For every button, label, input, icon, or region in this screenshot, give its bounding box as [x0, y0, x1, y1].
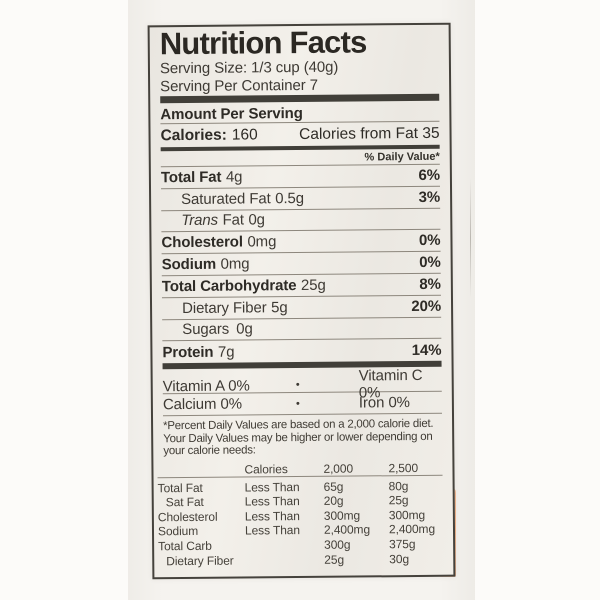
calories-number: 160 [231, 125, 258, 144]
nutrient-name-italic: Trans [181, 212, 219, 230]
nutrient-name: Fat [222, 211, 244, 230]
nutrient-name-group: Protein 7g [162, 343, 234, 361]
daily-value-footnote: *Percent Daily Values are based on a 2,0… [163, 418, 442, 458]
micronutrient-row-minerals: Calcium 0% • Iron 0% [162, 391, 442, 417]
nutrient-daily-value: 8% [419, 275, 441, 293]
reference-qualifier [245, 545, 324, 546]
iron-value: Iron 0% [358, 394, 410, 412]
nutrient-amount: 25g [300, 276, 326, 294]
nutrient-name: Sugars [182, 321, 230, 339]
empty-cell [157, 470, 244, 471]
reference-qualifier: Less Than [244, 508, 300, 524]
nutrient-amount: 0g [248, 211, 265, 229]
nutrient-name: Sodium [161, 255, 217, 274]
nutrient-name: Total Fat [160, 168, 222, 187]
nutrient-amount: 7g [217, 343, 235, 361]
reference-2500-value: 375g [389, 537, 416, 552]
reference-qualifier [245, 559, 324, 560]
nutrient-name-group: Sugars 0g [182, 321, 253, 339]
reference-name: Cholesterol [157, 509, 218, 525]
reference-qualifier: Less Than [244, 494, 300, 509]
nutrient-name-group: Total Carbohydrate 25g [162, 277, 326, 295]
footnote-line: Your Daily Values may be higher or lower… [163, 430, 433, 445]
reference-qualifier: Less Than [244, 479, 300, 495]
nutrient-name-group: Saturated Fat 0.5g [181, 190, 304, 208]
nutrient-amount: 0g [236, 320, 253, 339]
nutrient-row-saturated-fat: Saturated Fat 0.5g 3% [161, 186, 441, 211]
reference-2500-value: 80g [388, 478, 409, 493]
daily-value-header: % Daily Value* [364, 150, 440, 164]
footnote-line: your calorie needs: [163, 444, 256, 458]
calories-label: Calories: [160, 126, 227, 144]
package-crease [470, 178, 471, 298]
nutrient-amount: 0mg [220, 255, 250, 273]
micronutrient-row-vitamins: Vitamin A 0% • Vitamin C 0% [162, 366, 442, 402]
nutrient-row-total-fat: Total Fat 4g 6% [160, 164, 441, 190]
nutrient-daily-value: 6% [418, 166, 440, 184]
vitamin-a-value: Vitamin A 0% [162, 377, 250, 395]
nutrient-name: Saturated Fat [181, 189, 271, 208]
reference-2500-value: 30g [389, 551, 410, 566]
nutrient-name-group: Sodium 0mg [162, 256, 250, 274]
nutrient-amount: 0mg [247, 233, 277, 251]
column-header-2000: 2,000 [323, 461, 354, 477]
nutrient-amount: 5g [271, 298, 288, 316]
reference-qualifier: Less Than [244, 523, 300, 538]
calories-value: Calories: 160 [160, 126, 257, 145]
reference-2000-value: 300g [324, 537, 351, 552]
nutrient-daily-value: 20% [411, 297, 442, 315]
calcium-value: Calcium 0% [162, 395, 243, 414]
nutrient-name-group: Cholesterol 0mg [161, 233, 276, 251]
nutrient-daily-value: 14% [411, 341, 442, 359]
nutrient-name: Dietary Fiber [181, 298, 267, 317]
column-header-calories: Calories [244, 462, 288, 477]
reference-name: Total Fat [157, 480, 203, 495]
nutrient-daily-value: 0% [419, 253, 441, 272]
column-header-2500: 2,500 [388, 461, 419, 476]
nutrient-name: Protein [162, 343, 214, 361]
bullet-separator: • [295, 379, 300, 392]
nutrient-row-sugars: Sugars 0g [162, 317, 442, 342]
reference-name: Dietary Fiber [166, 553, 234, 568]
reference-values-table: Calories 2,000 2,500 Total Fat Less Than… [157, 461, 443, 568]
nutrient-name-group: Dietary Fiber 5g [182, 299, 288, 317]
nutrient-daily-value: 0% [418, 232, 441, 250]
nutrient-name-group: Total Fat 4g [161, 168, 243, 186]
nutrient-name-group: Trans Fat 0g [181, 212, 265, 230]
reference-name: Sodium [157, 524, 199, 539]
nutrient-daily-value: 3% [418, 188, 441, 206]
reference-2000-value: 20g [323, 493, 344, 509]
reference-2000-value: 2,400mg [323, 522, 371, 538]
nutrient-name: Cholesterol [161, 233, 243, 252]
nutrient-row-sodium: Sodium 0mg 0% [161, 251, 441, 277]
nutrient-row-trans-fat: Trans Fat 0g [161, 208, 441, 233]
reference-row-dietary-fiber: Dietary Fiber 25g 30g [158, 551, 443, 568]
nutrient-row-total-carbohydrate: Total Carbohydrate 25g 8% [161, 273, 441, 298]
reference-name: Sat Fat [165, 495, 204, 510]
nutrient-name: Total Carbohydrate [161, 276, 297, 296]
reference-2000-value: 300mg [323, 508, 361, 523]
reference-2500-value: 300mg [388, 507, 426, 523]
nutrient-row-cholesterol: Cholesterol 0mg 0% [161, 230, 441, 255]
reference-2000-value: 25g [324, 552, 345, 567]
reference-name: Total Carb [158, 538, 212, 554]
bullet-separator: • [295, 397, 300, 410]
nutrient-row-protein: Protein 7g 14% [162, 339, 441, 363]
nutrient-row-dietary-fiber: Dietary Fiber 5g 20% [161, 295, 442, 320]
nutrition-facts-panel: Nutrition Facts Serving Size: 1/3 cup (4… [147, 22, 456, 580]
reference-table-header: Calories 2,000 2,500 [157, 461, 442, 477]
nutrient-amount: 0.5g [275, 189, 305, 207]
calories-from-fat: Calories from Fat 35 [299, 124, 440, 143]
calories-row: Calories: 160 Calories from Fat 35 [160, 122, 439, 147]
reference-2500-value: 25g [388, 493, 409, 508]
reference-2000-value: 65g [323, 479, 344, 494]
panel-title: Nutrition Facts [159, 24, 367, 62]
nutrient-amount: 4g [225, 168, 243, 186]
serving-size: Serving Size: 1/3 cup (40g) [159, 58, 339, 78]
reference-2500-value: 2,400mg [388, 522, 436, 537]
